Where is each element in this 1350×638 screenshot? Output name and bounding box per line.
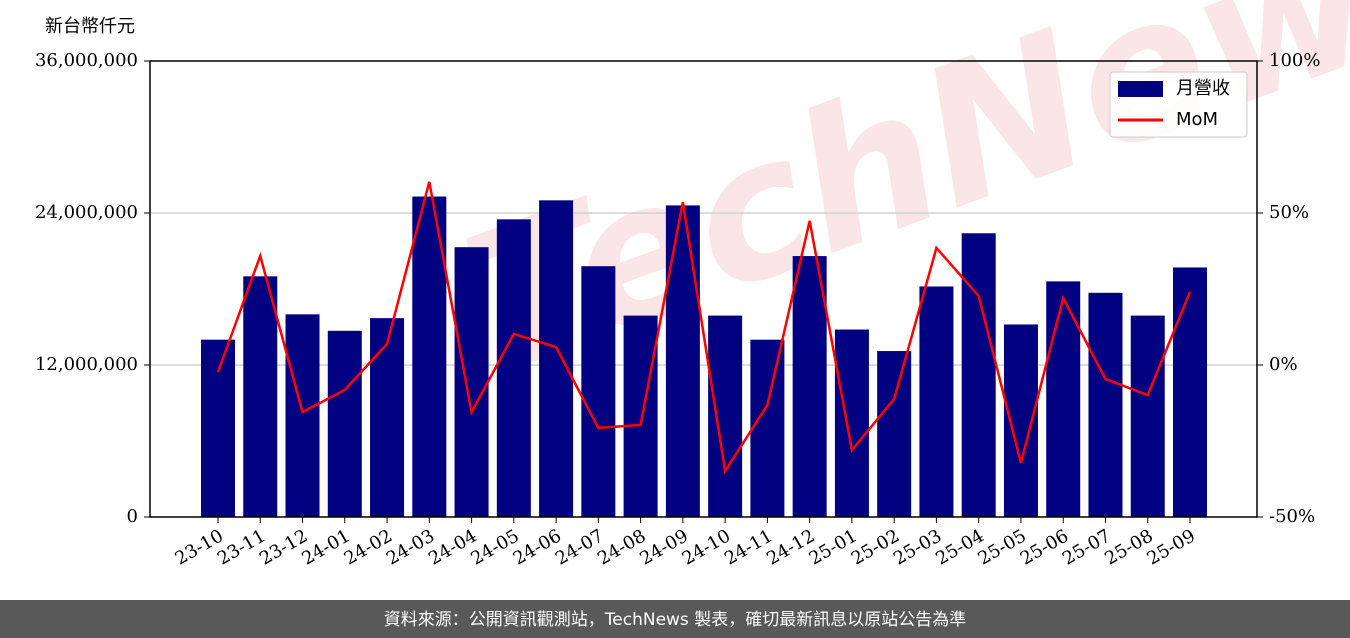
bar bbox=[750, 339, 785, 517]
y2-tick-label: 50% bbox=[1269, 202, 1309, 223]
y-tick-label: 36,000,000 bbox=[35, 50, 138, 71]
bar bbox=[623, 315, 658, 517]
y2-tick-label: -50% bbox=[1269, 506, 1315, 527]
legend-label: 月營收 bbox=[1176, 78, 1230, 99]
bar bbox=[961, 233, 996, 517]
bar bbox=[708, 315, 743, 517]
bar bbox=[665, 205, 700, 517]
bar bbox=[327, 330, 362, 517]
footer-text: 資料來源：公開資訊觀測站，TechNews 製表，確切最新訊息以原站公告為準 bbox=[384, 610, 966, 630]
bar bbox=[792, 256, 827, 517]
bar bbox=[243, 276, 278, 517]
bar bbox=[496, 219, 531, 518]
bar bbox=[201, 339, 235, 517]
bar bbox=[454, 247, 489, 517]
bar bbox=[1088, 292, 1123, 517]
bar bbox=[581, 266, 616, 517]
bar bbox=[539, 200, 574, 518]
bar bbox=[285, 314, 320, 517]
bar bbox=[877, 351, 912, 517]
legend-label: MoM bbox=[1176, 109, 1218, 130]
bar bbox=[834, 329, 869, 517]
legend-swatch bbox=[1118, 81, 1163, 97]
bar bbox=[919, 286, 954, 517]
y2-tick-label: 100% bbox=[1269, 50, 1320, 71]
y2-tick-label: 0% bbox=[1269, 354, 1298, 375]
footer-bar bbox=[0, 600, 1350, 638]
line bbox=[216, 181, 1192, 475]
bar bbox=[1046, 281, 1081, 517]
x-tick-label: 25-09 bbox=[1144, 525, 1199, 569]
bar bbox=[1173, 267, 1207, 517]
plot-frame bbox=[149, 60, 1258, 518]
y-tick-label: 12,000,000 bbox=[35, 354, 138, 375]
bar bbox=[370, 318, 405, 517]
y-tick-label: 0 bbox=[127, 506, 138, 527]
bar bbox=[1130, 315, 1165, 517]
y-axis-label: 新台幣仟元 bbox=[45, 16, 135, 37]
y-tick-label: 24,000,000 bbox=[35, 202, 138, 223]
